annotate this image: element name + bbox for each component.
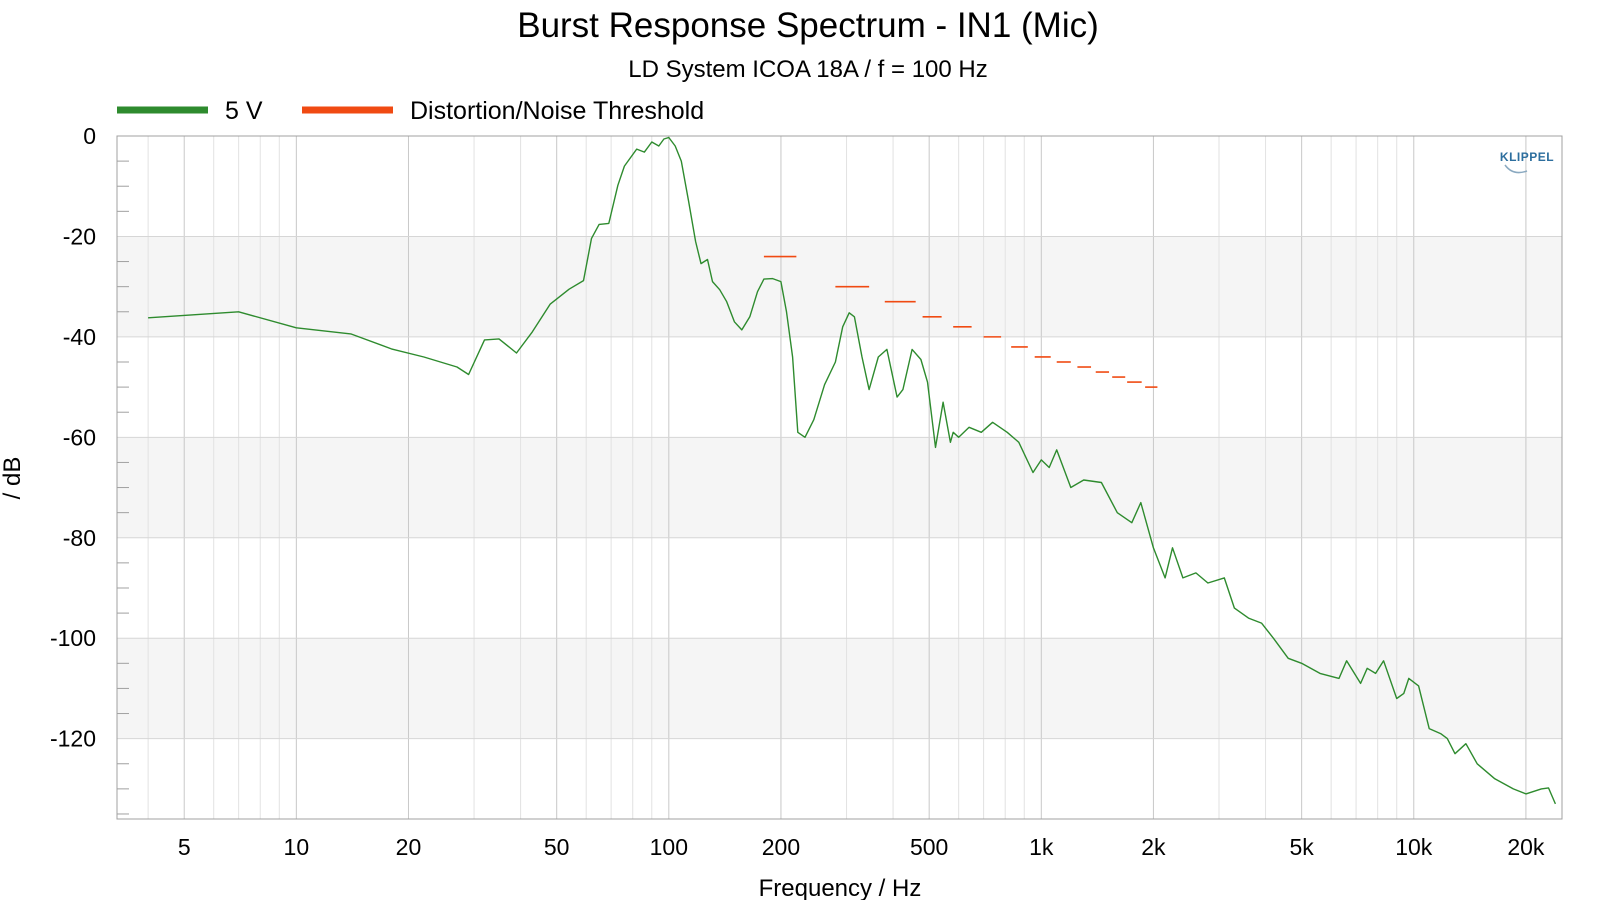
band xyxy=(117,638,1562,739)
series-line-5v xyxy=(148,136,1557,805)
x-tick-label: 20 xyxy=(396,834,422,860)
legend-label-5v: 5 V xyxy=(225,97,263,125)
y-tick-label: -80 xyxy=(63,525,96,551)
x-axis-label: Frequency / Hz xyxy=(759,875,922,900)
plot-frame xyxy=(116,135,1563,820)
klippel-logo: KLIPPEL xyxy=(1500,150,1554,174)
x-tick-label: 5k xyxy=(1290,834,1315,860)
x-tick-label: 100 xyxy=(650,834,688,860)
alternating-bands xyxy=(117,236,1562,739)
legend-label-threshold: Distortion/Noise Threshold xyxy=(410,97,704,125)
x-tick-label: 500 xyxy=(910,834,948,860)
chart-title: Burst Response Spectrum - IN1 (Mic) xyxy=(517,6,1099,45)
chart-subtitle: LD System ICOA 18A / f = 100 Hz xyxy=(628,56,988,83)
y-tick-label: -100 xyxy=(50,625,96,651)
x-tick-label: 20k xyxy=(1507,834,1545,860)
klippel-logo-swoosh xyxy=(1504,164,1528,174)
band xyxy=(117,437,1562,538)
y-tick-label: -120 xyxy=(50,726,96,752)
x-tick-label: 2k xyxy=(1141,834,1166,860)
series-layer xyxy=(148,136,1557,805)
y-axis-label: / dB xyxy=(0,457,26,500)
x-tick-label: 10k xyxy=(1395,834,1433,860)
y-axis-ticks: 0 -20 -40 -60 -80 -100 -120 xyxy=(50,123,96,752)
legend: 5 V Distortion/Noise Threshold xyxy=(117,97,704,125)
x-tick-label: 1k xyxy=(1029,834,1054,860)
x-tick-label: 5 xyxy=(178,834,191,860)
y-tick-label: -40 xyxy=(63,324,96,350)
y-tick-label: -20 xyxy=(63,223,96,249)
x-axis-ticks: 5 10 20 50 100 200 500 1k 2k 5k 10k 20k xyxy=(178,834,1545,860)
y-tick-label: -60 xyxy=(63,424,96,450)
x-tick-label: 200 xyxy=(762,834,800,860)
klippel-logo-text: KLIPPEL xyxy=(1500,150,1554,164)
x-tick-label: 10 xyxy=(284,834,310,860)
y-tick-label: 0 xyxy=(83,123,96,149)
x-tick-label: 50 xyxy=(544,834,570,860)
